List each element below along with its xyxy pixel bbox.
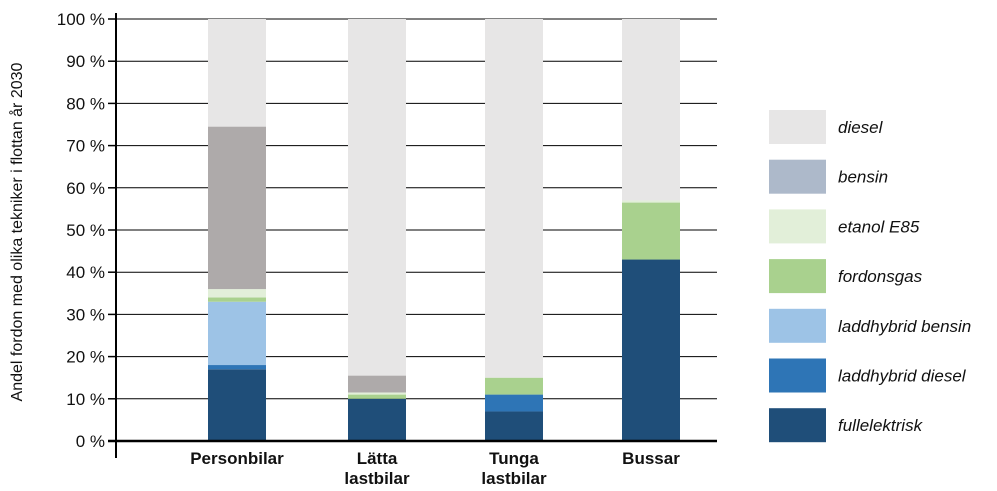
y-tick-labels: 0 % 10 % 20 % 30 % 40 % 50 % 60 % 70 % 80 % 90 % 1…	[57, 10, 105, 451]
bars	[208, 19, 680, 441]
y-tick-label: 50 %	[66, 221, 105, 240]
bar-segment-fullelektrisk	[485, 411, 543, 441]
bar-segment-bensin	[208, 126, 266, 290]
legend-label: bensin	[838, 168, 888, 187]
legend-label: laddhybrid diesel	[838, 367, 967, 386]
y-tick-label: 10 %	[66, 390, 105, 409]
legend-swatch	[769, 209, 826, 244]
x-category-label: Tunga lastbilar	[481, 449, 547, 488]
y-tick-label: 30 %	[66, 305, 105, 324]
x-category-label: Lätta lastbilar	[344, 449, 410, 488]
legend: diesel bensin etanol E85 fordonsgas laddhybr…	[769, 110, 971, 443]
bar-segment-bensin	[348, 375, 406, 393]
y-tick-label: 60 %	[66, 179, 105, 198]
y-tick-label: 80 %	[66, 94, 105, 113]
legend-label: laddhybrid bensin	[838, 317, 971, 336]
legend-swatch	[769, 159, 826, 194]
bar-segment-diesel	[622, 19, 680, 201]
legend-swatch	[769, 358, 826, 393]
legend-swatch	[769, 408, 826, 443]
y-tick-label: 0 %	[76, 432, 105, 451]
bar-segment-diesel	[348, 19, 406, 376]
x-category-label: Personbilar	[190, 449, 284, 468]
x-category-label: Bussar	[622, 449, 680, 468]
legend-swatch	[769, 308, 826, 343]
legend-label: etanol E85	[838, 217, 920, 236]
bar-segment-diesel	[208, 19, 266, 127]
bar-segment-fordonsgas	[348, 394, 406, 399]
y-axis-label: Andel fordon med olika tekniker i flotta…	[8, 62, 26, 401]
bar-segment-fordonsgas	[622, 202, 680, 260]
bar-segment-fordonsgas	[208, 297, 266, 302]
y-tick-label: 70 %	[66, 137, 105, 156]
y-tick-label: 100 %	[57, 10, 105, 29]
legend-swatch	[769, 110, 826, 144]
bar-segment-laddhybrid-diesel	[208, 365, 266, 370]
bar-segment-fullelektrisk	[348, 398, 406, 441]
bar-segment-fullelektrisk	[208, 369, 266, 441]
y-tick-label: 40 %	[66, 263, 105, 282]
legend-label: fullelektrisk	[838, 416, 924, 435]
legend-swatch	[769, 259, 826, 294]
legend-label: diesel	[838, 118, 884, 137]
bar-segment-fordonsgas	[485, 377, 543, 395]
y-tick-label: 20 %	[66, 348, 105, 367]
legend-label: fordonsgas	[838, 267, 923, 286]
bar-segment-diesel	[485, 19, 543, 378]
y-tick-label: 90 %	[66, 52, 105, 71]
axes	[108, 13, 717, 458]
bar-segment-fullelektrisk	[622, 259, 680, 441]
bar-segment-etanol-e85	[348, 392, 406, 395]
x-category-labels: Personbilar Lätta lastbilar Tunga lastbilar B…	[190, 449, 680, 488]
bar-segment-laddhybrid-bensin	[208, 301, 266, 366]
bar-segment-laddhybrid-diesel	[485, 394, 543, 412]
bar-segment-etanol-e85	[622, 200, 680, 203]
bar-segment-etanol-e85	[208, 289, 266, 298]
